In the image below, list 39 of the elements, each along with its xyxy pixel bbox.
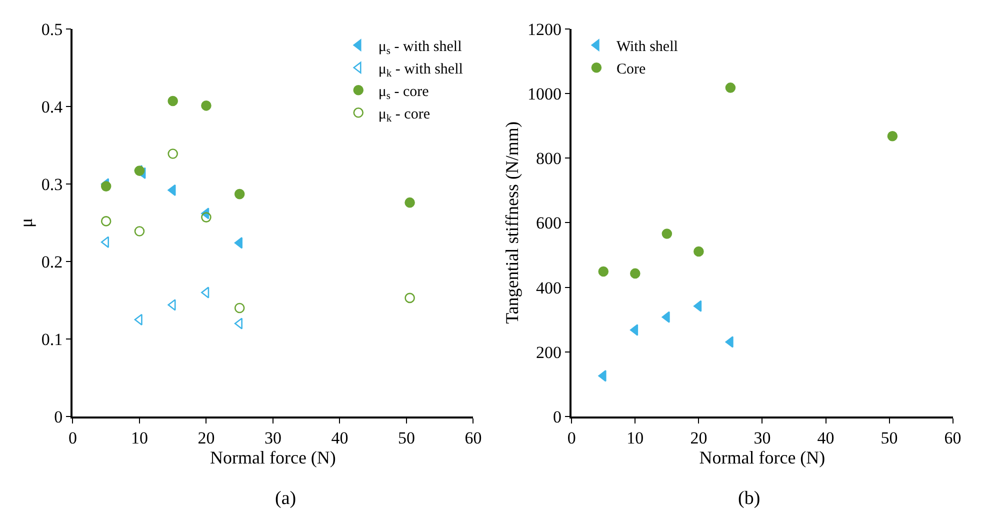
x-tick-label: 30	[264, 428, 282, 448]
y-tick-label: 0.2	[41, 252, 63, 272]
y-axis-title: μ	[16, 218, 36, 228]
x-axis-title: Normal force (N)	[210, 448, 336, 468]
x-tick-label: 10	[626, 428, 644, 448]
x-tick-label: 0	[68, 428, 77, 448]
x-tick-label: 20	[690, 428, 708, 448]
x-axis-title: Normal force (N)	[699, 448, 826, 468]
x-tick-label: 60	[944, 428, 962, 448]
text: (b)	[738, 488, 760, 509]
y-tick-label: 1200	[527, 20, 562, 39]
legend-label: μ$_{s}$ - core	[378, 84, 430, 102]
y-tick-label: 0.5	[41, 20, 63, 39]
y-tick-label: 1000	[527, 84, 562, 104]
x-tick-label: 50	[398, 428, 415, 448]
legend-label: Core	[616, 62, 646, 78]
y-tick-label: 800	[536, 149, 562, 168]
y-tick-label: 0	[54, 408, 63, 427]
y-tick-label: 0.3	[41, 174, 63, 194]
y-tick-label: 600	[536, 214, 562, 233]
x-tick-label: 30	[754, 428, 771, 448]
y-tick-label: 400	[536, 278, 562, 298]
x-tick-label: 60	[464, 428, 482, 448]
y-tick-label: 200	[536, 342, 562, 362]
y-axis-title: Tangential stiffness (N/mm)	[502, 122, 522, 324]
legend-label: μ$_{s}$ - with shell	[378, 39, 462, 58]
x-tick-label: 40	[817, 428, 834, 448]
x-tick-label: 10	[130, 428, 148, 448]
legend-label: μ$_{k}$ - core	[378, 106, 430, 125]
x-tick-label: 50	[880, 428, 898, 448]
y-tick-label: 0.4	[41, 97, 64, 116]
x-tick-label: 0	[567, 428, 576, 448]
y-tick-label: 0.1	[41, 330, 63, 349]
text: (a)	[275, 488, 296, 509]
x-tick-label: 40	[331, 428, 348, 448]
x-tick-label: 20	[198, 428, 215, 448]
y-tick-label: 0	[552, 408, 562, 427]
legend-label: With shell	[616, 39, 678, 56]
legend-label: μ$_{k}$ - with shell	[378, 62, 463, 80]
